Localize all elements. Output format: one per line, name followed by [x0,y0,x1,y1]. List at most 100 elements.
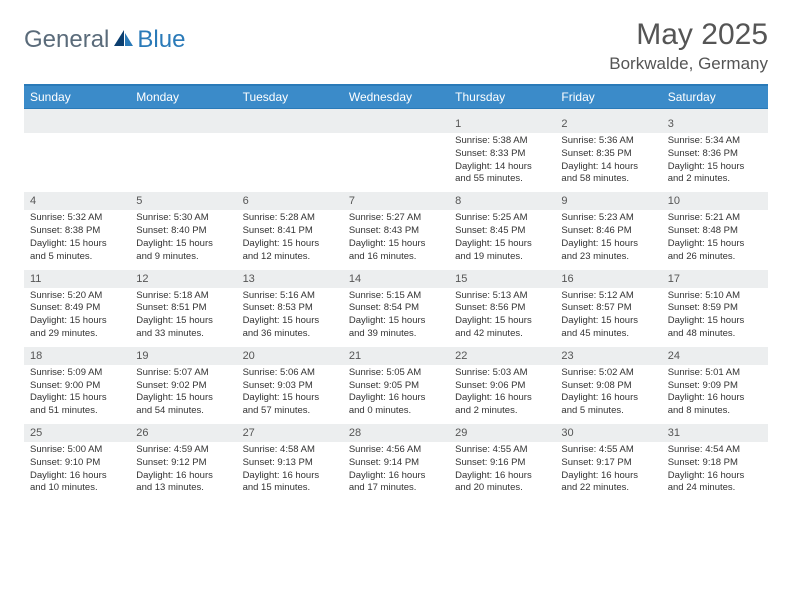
daylight-text-2: and 2 minutes. [668,173,762,186]
sunrise-text: Sunrise: 5:34 AM [668,135,762,148]
daylight-text-1: Daylight: 15 hours [349,238,443,251]
week-body-row: Sunrise: 5:09 AMSunset: 9:00 PMDaylight:… [24,365,768,424]
day-header-thu: Thursday [449,86,555,108]
date-cell: 4 [24,192,130,210]
week-body-row: Sunrise: 5:32 AMSunset: 8:38 PMDaylight:… [24,210,768,269]
daylight-text-2: and 54 minutes. [136,405,230,418]
day-header-tue: Tuesday [237,86,343,108]
date-cell: 19 [130,347,236,365]
daylight-text-2: and 48 minutes. [668,328,762,341]
sunset-text: Sunset: 8:57 PM [561,302,655,315]
daylight-text-2: and 15 minutes. [243,482,337,495]
sunset-text: Sunset: 9:03 PM [243,380,337,393]
sunrise-text: Sunrise: 4:58 AM [243,444,337,457]
sunset-text: Sunset: 9:02 PM [136,380,230,393]
day-cell [343,133,449,192]
daylight-text-1: Daylight: 16 hours [668,470,762,483]
daylight-text-2: and 57 minutes. [243,405,337,418]
daylight-text-2: and 26 minutes. [668,251,762,264]
daylight-text-2: and 5 minutes. [30,251,124,264]
day-cell: Sunrise: 5:00 AMSunset: 9:10 PMDaylight:… [24,442,130,501]
day-cell: Sunrise: 5:02 AMSunset: 9:08 PMDaylight:… [555,365,661,424]
date-cell [130,115,236,133]
daylight-text-2: and 24 minutes. [668,482,762,495]
sunset-text: Sunset: 8:53 PM [243,302,337,315]
sunset-text: Sunset: 9:09 PM [668,380,762,393]
day-cell: Sunrise: 5:18 AMSunset: 8:51 PMDaylight:… [130,288,236,347]
title-block: May 2025 Borkwalde, Germany [609,18,768,74]
daylight-text-2: and 36 minutes. [243,328,337,341]
daylight-text-1: Daylight: 16 hours [30,470,124,483]
sunset-text: Sunset: 8:38 PM [30,225,124,238]
daylight-text-2: and 42 minutes. [455,328,549,341]
daylight-text-1: Daylight: 15 hours [136,392,230,405]
daylight-text-1: Daylight: 16 hours [561,470,655,483]
sunset-text: Sunset: 9:12 PM [136,457,230,470]
date-cell: 3 [662,115,768,133]
daylight-text-2: and 45 minutes. [561,328,655,341]
sunrise-text: Sunrise: 5:20 AM [30,290,124,303]
day-cell: Sunrise: 5:01 AMSunset: 9:09 PMDaylight:… [662,365,768,424]
day-cell: Sunrise: 5:28 AMSunset: 8:41 PMDaylight:… [237,210,343,269]
date-cell: 15 [449,270,555,288]
sunset-text: Sunset: 8:56 PM [455,302,549,315]
day-cell [24,133,130,192]
sunset-text: Sunset: 8:43 PM [349,225,443,238]
date-cell: 9 [555,192,661,210]
day-cell: Sunrise: 5:12 AMSunset: 8:57 PMDaylight:… [555,288,661,347]
weeks-container: 123Sunrise: 5:38 AMSunset: 8:33 PMDaylig… [24,115,768,501]
sunset-text: Sunset: 8:35 PM [561,148,655,161]
day-cell: Sunrise: 5:20 AMSunset: 8:49 PMDaylight:… [24,288,130,347]
daylight-text-1: Daylight: 16 hours [349,470,443,483]
date-cell: 7 [343,192,449,210]
date-cell: 29 [449,424,555,442]
day-cell: Sunrise: 5:15 AMSunset: 8:54 PMDaylight:… [343,288,449,347]
day-cell: Sunrise: 4:58 AMSunset: 9:13 PMDaylight:… [237,442,343,501]
date-cell: 30 [555,424,661,442]
sunset-text: Sunset: 9:10 PM [30,457,124,470]
daylight-text-1: Daylight: 16 hours [349,392,443,405]
sunrise-text: Sunrise: 5:25 AM [455,212,549,225]
date-cell: 25 [24,424,130,442]
day-cell: Sunrise: 5:34 AMSunset: 8:36 PMDaylight:… [662,133,768,192]
daylight-text-2: and 58 minutes. [561,173,655,186]
sunset-text: Sunset: 8:45 PM [455,225,549,238]
daylight-text-1: Daylight: 15 hours [561,315,655,328]
daylight-text-2: and 5 minutes. [561,405,655,418]
daylight-text-2: and 0 minutes. [349,405,443,418]
sunset-text: Sunset: 9:05 PM [349,380,443,393]
date-cell: 8 [449,192,555,210]
day-cell: Sunrise: 5:32 AMSunset: 8:38 PMDaylight:… [24,210,130,269]
sunset-text: Sunset: 8:48 PM [668,225,762,238]
day-cell: Sunrise: 5:21 AMSunset: 8:48 PMDaylight:… [662,210,768,269]
daylight-text-1: Daylight: 15 hours [30,392,124,405]
daylight-text-1: Daylight: 15 hours [668,315,762,328]
sunrise-text: Sunrise: 4:54 AM [668,444,762,457]
day-cell: Sunrise: 5:38 AMSunset: 8:33 PMDaylight:… [449,133,555,192]
daylight-text-1: Daylight: 15 hours [243,315,337,328]
logo-sail-icon [113,28,135,53]
day-cell: Sunrise: 5:27 AMSunset: 8:43 PMDaylight:… [343,210,449,269]
row-separator [24,108,768,115]
sunrise-text: Sunrise: 5:28 AM [243,212,337,225]
sunrise-text: Sunrise: 5:03 AM [455,367,549,380]
daylight-text-1: Daylight: 16 hours [668,392,762,405]
date-cell: 28 [343,424,449,442]
sunset-text: Sunset: 9:18 PM [668,457,762,470]
daylight-text-1: Daylight: 15 hours [30,315,124,328]
daylight-text-2: and 10 minutes. [30,482,124,495]
week-body-row: Sunrise: 5:38 AMSunset: 8:33 PMDaylight:… [24,133,768,192]
daylight-text-2: and 8 minutes. [668,405,762,418]
day-header-wed: Wednesday [343,86,449,108]
sunset-text: Sunset: 8:59 PM [668,302,762,315]
daylight-text-1: Daylight: 16 hours [243,470,337,483]
date-cell: 1 [449,115,555,133]
sunrise-text: Sunrise: 5:18 AM [136,290,230,303]
daylight-text-2: and 23 minutes. [561,251,655,264]
month-title: May 2025 [609,18,768,52]
daylight-text-2: and 29 minutes. [30,328,124,341]
day-cell [237,133,343,192]
daylight-text-1: Daylight: 15 hours [136,238,230,251]
daylight-text-1: Daylight: 15 hours [668,161,762,174]
week-body-row: Sunrise: 5:00 AMSunset: 9:10 PMDaylight:… [24,442,768,501]
